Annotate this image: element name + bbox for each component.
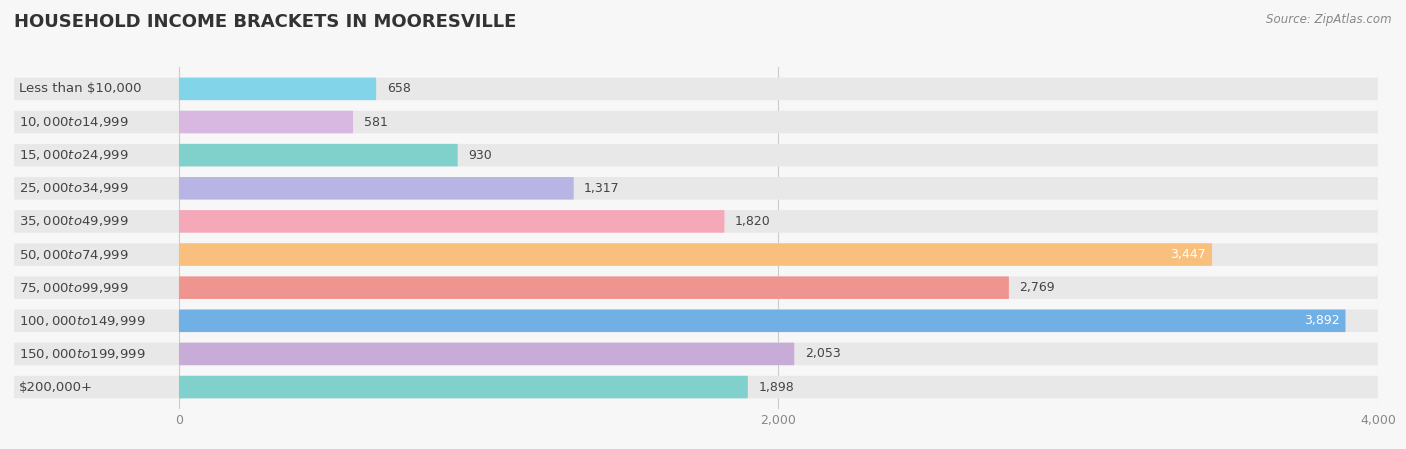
- Text: 3,892: 3,892: [1303, 314, 1340, 327]
- FancyBboxPatch shape: [14, 144, 1378, 167]
- FancyBboxPatch shape: [179, 243, 1212, 266]
- FancyBboxPatch shape: [14, 177, 1378, 199]
- FancyBboxPatch shape: [14, 78, 1378, 100]
- Text: $15,000 to $24,999: $15,000 to $24,999: [18, 148, 128, 162]
- Text: HOUSEHOLD INCOME BRACKETS IN MOORESVILLE: HOUSEHOLD INCOME BRACKETS IN MOORESVILLE: [14, 13, 516, 31]
- Text: $100,000 to $149,999: $100,000 to $149,999: [18, 314, 145, 328]
- Text: 930: 930: [468, 149, 492, 162]
- FancyBboxPatch shape: [179, 343, 794, 365]
- Text: 1,317: 1,317: [583, 182, 620, 195]
- Text: 1,820: 1,820: [735, 215, 770, 228]
- Text: $10,000 to $14,999: $10,000 to $14,999: [18, 115, 128, 129]
- FancyBboxPatch shape: [179, 177, 574, 199]
- Text: 3,447: 3,447: [1171, 248, 1206, 261]
- FancyBboxPatch shape: [179, 144, 458, 167]
- FancyBboxPatch shape: [179, 277, 1010, 299]
- Text: $200,000+: $200,000+: [18, 381, 93, 394]
- FancyBboxPatch shape: [14, 111, 1378, 133]
- FancyBboxPatch shape: [14, 343, 1378, 365]
- Text: 1,898: 1,898: [758, 381, 794, 394]
- Text: $150,000 to $199,999: $150,000 to $199,999: [18, 347, 145, 361]
- Text: $75,000 to $99,999: $75,000 to $99,999: [18, 281, 128, 295]
- Text: 2,769: 2,769: [1019, 281, 1054, 294]
- Text: $25,000 to $34,999: $25,000 to $34,999: [18, 181, 128, 195]
- Text: Less than $10,000: Less than $10,000: [18, 82, 141, 95]
- Text: 2,053: 2,053: [804, 348, 841, 361]
- Text: $50,000 to $74,999: $50,000 to $74,999: [18, 247, 128, 261]
- Text: 658: 658: [387, 82, 411, 95]
- FancyBboxPatch shape: [14, 243, 1378, 266]
- FancyBboxPatch shape: [14, 376, 1378, 398]
- FancyBboxPatch shape: [179, 376, 748, 398]
- FancyBboxPatch shape: [14, 309, 1378, 332]
- Text: 581: 581: [364, 115, 388, 128]
- Text: $35,000 to $49,999: $35,000 to $49,999: [18, 215, 128, 229]
- FancyBboxPatch shape: [179, 309, 1346, 332]
- FancyBboxPatch shape: [14, 210, 1378, 233]
- Text: Source: ZipAtlas.com: Source: ZipAtlas.com: [1267, 13, 1392, 26]
- FancyBboxPatch shape: [179, 78, 377, 100]
- FancyBboxPatch shape: [14, 277, 1378, 299]
- FancyBboxPatch shape: [179, 210, 724, 233]
- FancyBboxPatch shape: [179, 111, 353, 133]
